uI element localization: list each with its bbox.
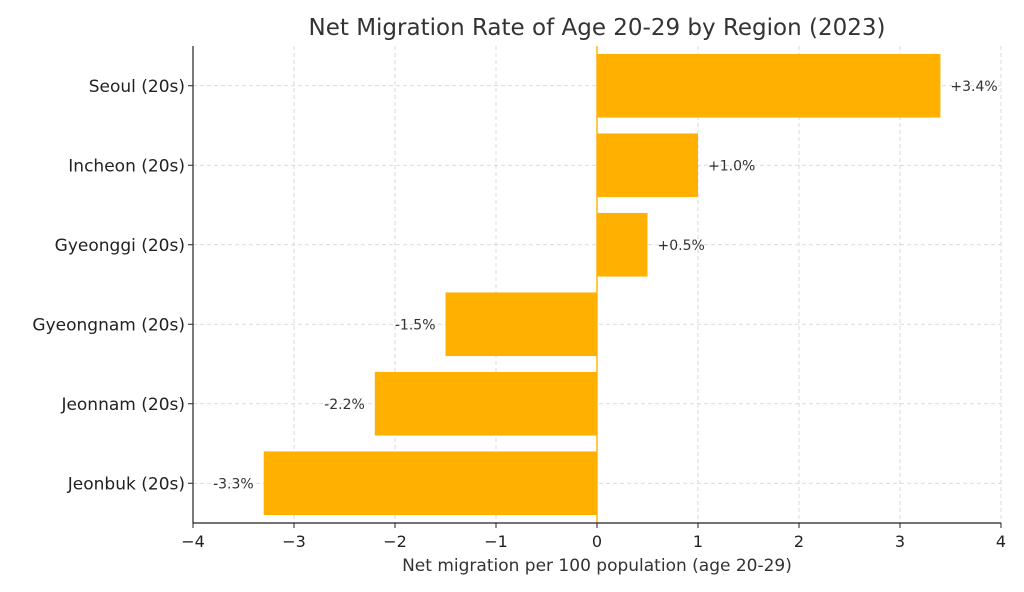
labels: −4 −3 −2 −1 0 1 2 3 4 Seoul (20s) Incheon (20s) Gye… (32, 77, 1006, 551)
bar-value-label: -2.2% (324, 397, 365, 413)
x-tick-label: 1 (693, 532, 703, 551)
axes (188, 46, 1002, 528)
category-label: Jeonnam (20s) (60, 395, 185, 415)
bar-value-label: -1.5% (395, 317, 436, 333)
bar-value-label: +1.0% (708, 158, 755, 174)
chart-title: Net Migration Rate of Age 20-29 by Regio… (309, 15, 886, 41)
x-tick-label: 4 (996, 532, 1006, 551)
bar (597, 53, 941, 118)
x-tick-label: −2 (383, 532, 407, 551)
bar (597, 212, 648, 277)
grid-lines (192, 46, 1002, 523)
category-label: Gyeongnam (20s) (32, 315, 185, 335)
bar-value-label: +3.4% (950, 79, 997, 95)
x-tick-label: 2 (794, 532, 804, 551)
bar (263, 451, 597, 516)
category-label: Jeonbuk (20s) (67, 474, 185, 494)
bar (374, 371, 597, 436)
x-tick-label: 0 (592, 532, 602, 551)
bar-value-label: -3.3% (213, 476, 254, 492)
category-label: Incheon (20s) (68, 156, 185, 176)
x-tick-label: −1 (484, 532, 508, 551)
bar (445, 292, 597, 357)
x-tick-label: 3 (895, 532, 905, 551)
x-tick-label: −4 (181, 532, 205, 551)
bars (263, 53, 941, 516)
bar (597, 133, 698, 198)
x-axis-label: Net migration per 100 population (age 20… (402, 556, 792, 576)
category-label: Gyeonggi (20s) (55, 236, 185, 256)
category-label: Seoul (20s) (89, 77, 185, 97)
bar-value-label: +0.5% (658, 238, 705, 254)
x-tick-label: −3 (282, 532, 306, 551)
